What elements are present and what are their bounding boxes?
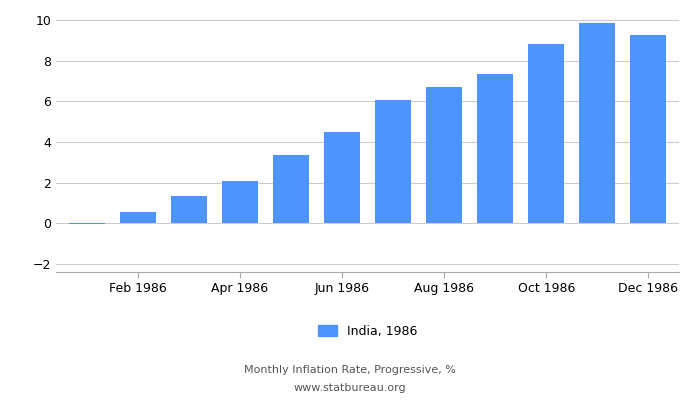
Text: Monthly Inflation Rate, Progressive, %: Monthly Inflation Rate, Progressive, % [244, 365, 456, 375]
Bar [171, 196, 206, 223]
Bar [426, 87, 462, 223]
Bar [631, 35, 666, 223]
Bar [528, 44, 564, 223]
Bar [375, 100, 411, 223]
Bar [580, 23, 615, 223]
Bar [273, 155, 309, 223]
Text: www.statbureau.org: www.statbureau.org [294, 383, 406, 393]
Bar [324, 132, 360, 223]
Bar [222, 180, 258, 223]
Legend: India, 1986: India, 1986 [318, 325, 417, 338]
Bar [477, 74, 513, 223]
Bar [120, 212, 155, 223]
Bar [69, 223, 104, 224]
